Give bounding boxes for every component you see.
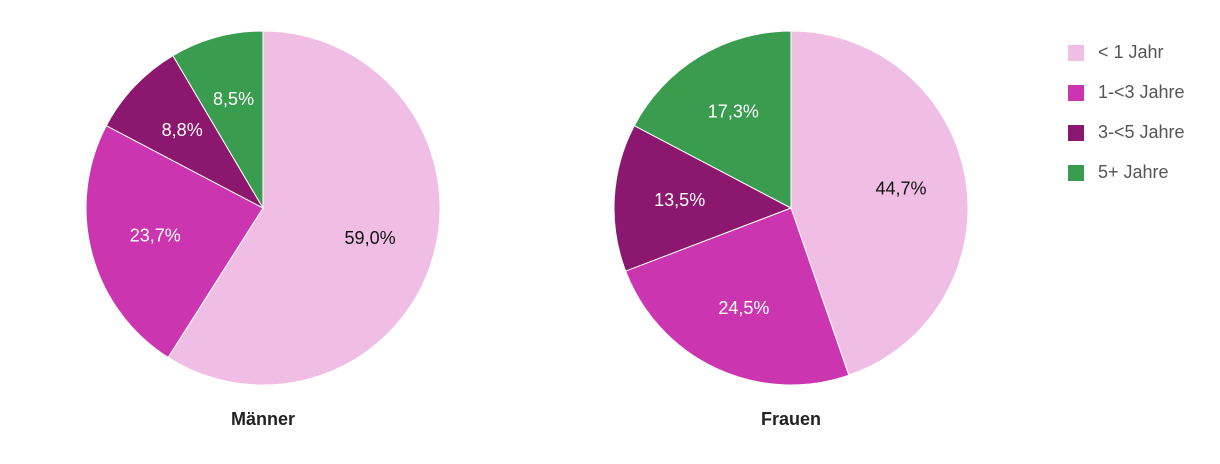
legend-swatch bbox=[1068, 45, 1084, 61]
chart-title: Frauen bbox=[761, 409, 821, 429]
pie-slice bbox=[172, 30, 264, 210]
legend-swatch bbox=[1068, 125, 1084, 141]
slice-label: 44,7% bbox=[875, 178, 926, 198]
slice-label: 59,0% bbox=[345, 228, 396, 248]
pie-slice bbox=[790, 30, 969, 376]
legend-swatch bbox=[1068, 85, 1084, 101]
chart-title: Männer bbox=[231, 409, 295, 429]
legend-label: 3-<5 Jahre bbox=[1098, 122, 1185, 142]
pie-slice bbox=[85, 124, 264, 359]
legend-label: < 1 Jahr bbox=[1098, 42, 1164, 62]
slice-label: 13,5% bbox=[654, 190, 705, 210]
slice-label: 24,5% bbox=[718, 298, 769, 318]
slice-label: 17,3% bbox=[708, 101, 759, 121]
legend-label: 5+ Jahre bbox=[1098, 162, 1169, 182]
slice-label: 8,8% bbox=[162, 120, 203, 140]
slice-label: 8,5% bbox=[213, 89, 254, 109]
pie-slice bbox=[167, 30, 441, 386]
legend-swatch bbox=[1068, 165, 1084, 181]
pie-slice bbox=[105, 54, 265, 210]
pie-slice bbox=[633, 30, 792, 209]
legend-label: 1-<3 Jahre bbox=[1098, 82, 1185, 102]
slice-label: 23,7% bbox=[130, 225, 181, 245]
pie-slice bbox=[613, 124, 793, 272]
pie-slice bbox=[624, 207, 850, 386]
